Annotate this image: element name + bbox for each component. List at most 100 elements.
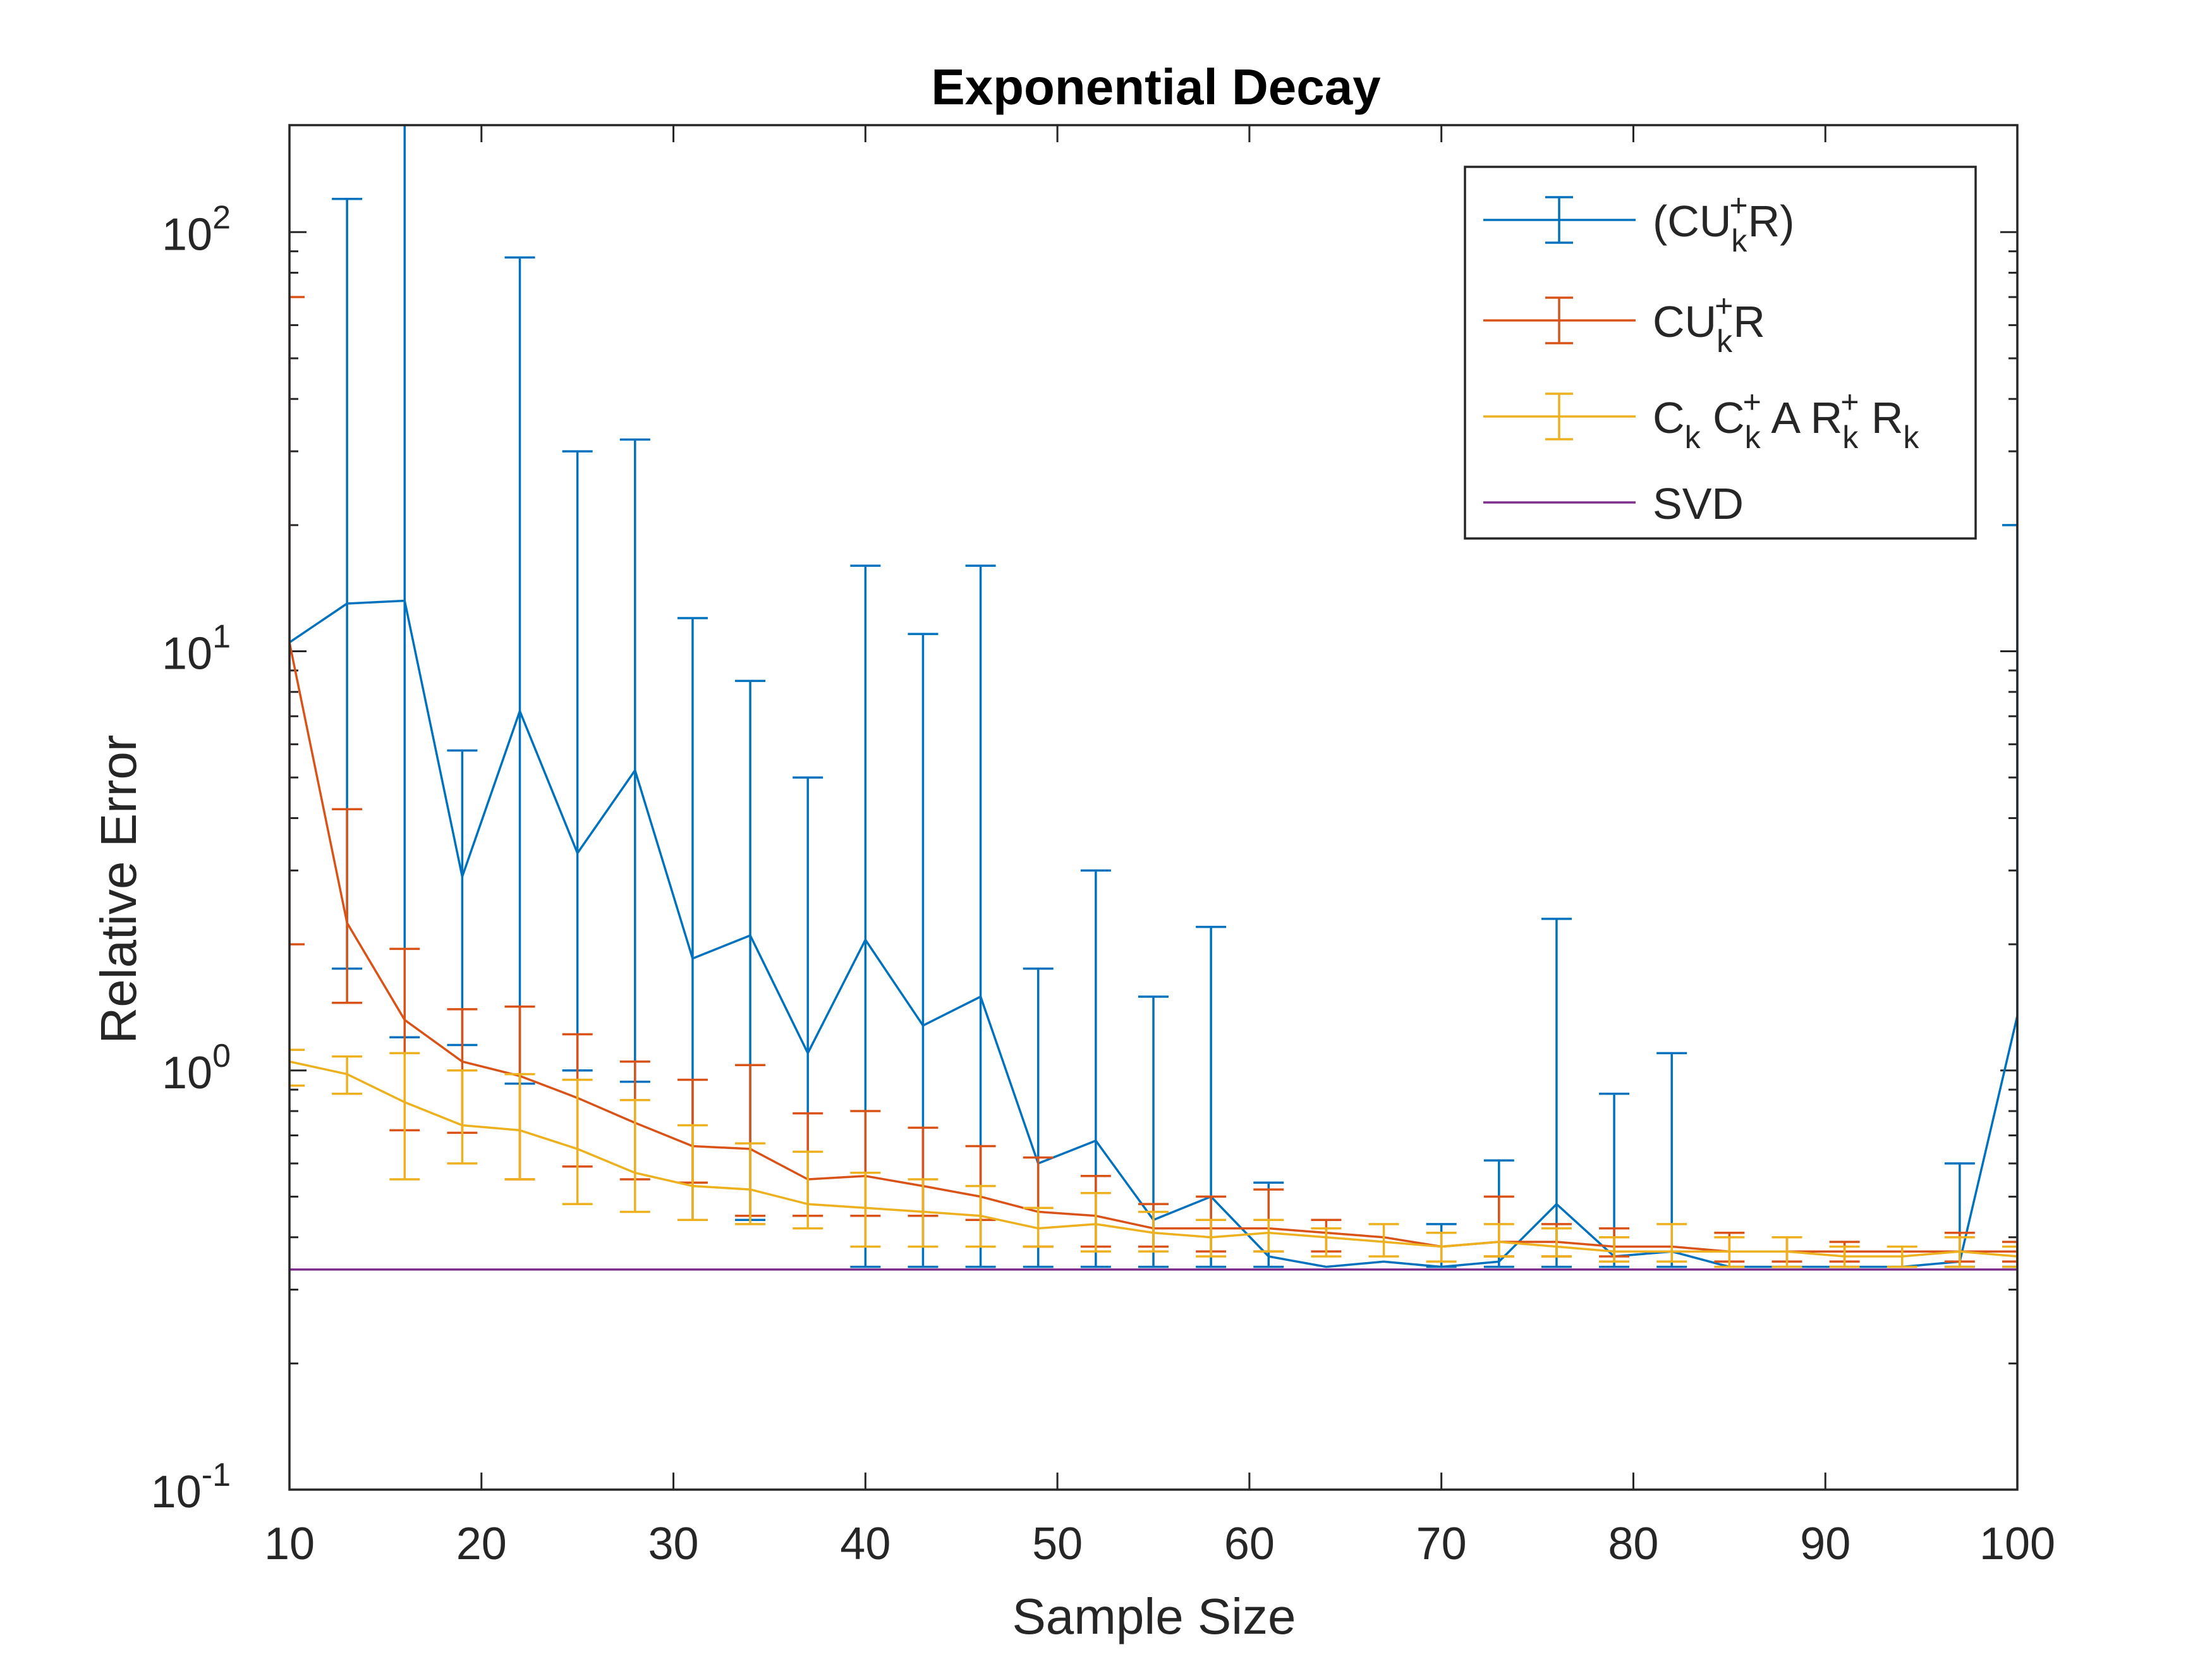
data-point bbox=[576, 852, 579, 854]
y-axis-label: Relative Error bbox=[90, 734, 147, 1043]
data-point bbox=[864, 1206, 866, 1209]
legend-label: (CUk+R) bbox=[1653, 188, 1795, 258]
x-tick-label: 100 bbox=[1979, 1519, 2055, 1569]
data-point bbox=[1670, 1268, 1673, 1271]
data-point bbox=[1325, 1236, 1327, 1239]
y-tick-label: 100 bbox=[162, 1038, 231, 1098]
data-point bbox=[1728, 1250, 1730, 1253]
y-tick-label: 10-1 bbox=[151, 1457, 231, 1517]
data-point bbox=[1267, 1268, 1270, 1271]
x-tick-label: 60 bbox=[1224, 1519, 1275, 1569]
data-point bbox=[1844, 1255, 1846, 1258]
data-point bbox=[634, 1268, 636, 1271]
data-point bbox=[1613, 1268, 1615, 1271]
data-point bbox=[1555, 1203, 1558, 1205]
data-point bbox=[1440, 1245, 1443, 1248]
data-point bbox=[1785, 1250, 1788, 1253]
x-tick-label: 10 bbox=[264, 1519, 315, 1569]
data-point bbox=[691, 1268, 694, 1271]
data-point bbox=[1613, 1250, 1615, 1253]
data-point bbox=[921, 1210, 924, 1213]
data-point bbox=[1901, 1255, 1904, 1258]
data-point bbox=[1498, 1260, 1500, 1263]
data-point bbox=[403, 600, 406, 602]
data-point bbox=[461, 875, 463, 878]
data-point bbox=[1555, 1268, 1558, 1271]
data-point bbox=[921, 1268, 924, 1271]
data-point bbox=[519, 1268, 521, 1271]
data-point bbox=[1901, 1268, 1904, 1271]
data-point bbox=[1095, 1223, 1097, 1225]
data-point bbox=[1383, 1241, 1385, 1243]
data-point bbox=[921, 1024, 924, 1027]
data-point bbox=[519, 1129, 521, 1131]
data-point bbox=[980, 1215, 982, 1217]
data-layer bbox=[289, 125, 2017, 1271]
data-point bbox=[461, 1268, 463, 1271]
x-tick-label: 90 bbox=[1800, 1519, 1850, 1569]
legend-label: CUk+R bbox=[1653, 288, 1765, 359]
data-point bbox=[634, 769, 636, 772]
series-3 bbox=[289, 1268, 2017, 1271]
data-point bbox=[806, 1203, 809, 1205]
data-point bbox=[806, 1268, 809, 1271]
data-point bbox=[576, 1268, 579, 1271]
data-point bbox=[1383, 1260, 1385, 1263]
data-point bbox=[1844, 1268, 1846, 1271]
data-point bbox=[461, 1060, 463, 1063]
data-point bbox=[1959, 1250, 1961, 1253]
legend-label: SVD bbox=[1653, 479, 1744, 528]
data-point bbox=[403, 1101, 406, 1103]
data-point bbox=[1037, 1268, 1040, 1271]
data-point bbox=[1095, 1139, 1097, 1142]
data-point bbox=[403, 1268, 406, 1271]
data-point bbox=[980, 995, 982, 998]
data-point bbox=[1498, 1268, 1500, 1271]
legend-box bbox=[1464, 166, 1977, 540]
data-point bbox=[749, 1268, 751, 1271]
data-point bbox=[749, 934, 751, 937]
data-point bbox=[1152, 1268, 1155, 1271]
series-2 bbox=[289, 1048, 2017, 1268]
data-point bbox=[634, 1172, 636, 1174]
data-point bbox=[1440, 1266, 1443, 1268]
data-point bbox=[461, 1124, 463, 1126]
data-point bbox=[519, 710, 521, 712]
data-point bbox=[1267, 1255, 1270, 1258]
data-point bbox=[346, 602, 348, 605]
data-point bbox=[346, 1073, 348, 1076]
y-tick-label: 101 bbox=[162, 619, 231, 679]
chart-title: Exponential Decay bbox=[931, 59, 1381, 115]
data-point bbox=[1325, 1266, 1327, 1268]
x-tick-label: 80 bbox=[1608, 1519, 1658, 1569]
data-point bbox=[749, 1188, 751, 1191]
legend-label: Ck Ck+ A Rk+ Rk bbox=[1653, 384, 1919, 455]
data-point bbox=[1555, 1245, 1558, 1248]
x-axis-label: Sample Size bbox=[1012, 1588, 1296, 1644]
x-tick-label: 20 bbox=[456, 1519, 507, 1569]
data-point bbox=[1037, 1227, 1040, 1230]
y-tick-label: 102 bbox=[162, 199, 231, 260]
x-tick-label: 30 bbox=[648, 1519, 699, 1569]
data-point bbox=[691, 1185, 694, 1188]
data-point bbox=[1095, 1268, 1097, 1271]
data-point bbox=[1383, 1268, 1385, 1271]
data-point bbox=[1785, 1268, 1788, 1271]
data-point bbox=[691, 957, 694, 960]
data-point bbox=[1670, 1250, 1673, 1253]
data-point bbox=[1959, 1268, 1961, 1271]
data-point bbox=[864, 1268, 866, 1271]
data-point bbox=[1440, 1268, 1443, 1271]
data-point bbox=[346, 921, 348, 924]
data-point bbox=[1210, 1268, 1212, 1271]
axes-box bbox=[288, 124, 2019, 1491]
data-point bbox=[980, 1268, 982, 1271]
data-point bbox=[864, 939, 866, 941]
x-tick-label: 40 bbox=[840, 1519, 890, 1569]
data-point bbox=[1728, 1268, 1730, 1271]
data-point bbox=[806, 1052, 809, 1054]
x-tick-label: 50 bbox=[1032, 1519, 1083, 1569]
data-point bbox=[1267, 1232, 1270, 1234]
data-point bbox=[346, 1268, 348, 1271]
